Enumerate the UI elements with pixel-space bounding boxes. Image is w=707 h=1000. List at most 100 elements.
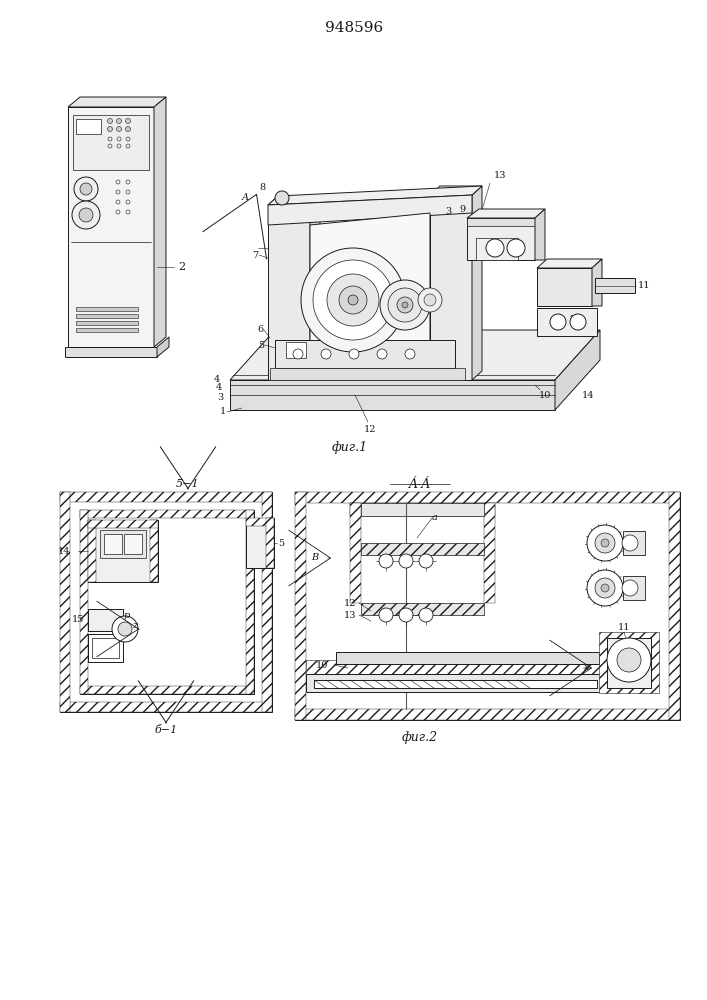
Circle shape — [321, 349, 331, 359]
Circle shape — [419, 554, 433, 568]
Circle shape — [377, 349, 387, 359]
Circle shape — [117, 118, 122, 123]
Text: 8: 8 — [259, 184, 265, 192]
Bar — [537, 308, 597, 336]
Circle shape — [601, 584, 609, 592]
Bar — [623, 531, 645, 555]
Text: 4: 4 — [214, 375, 220, 384]
Bar — [104, 534, 122, 554]
Text: 14: 14 — [582, 390, 595, 399]
Polygon shape — [68, 97, 166, 107]
Text: 5−1: 5−1 — [176, 479, 200, 489]
Circle shape — [339, 286, 367, 314]
Circle shape — [74, 177, 98, 201]
Bar — [306, 674, 629, 692]
Text: фиг.2: фиг.2 — [402, 732, 438, 744]
Polygon shape — [154, 97, 166, 347]
Text: фиг.1: фиг.1 — [332, 442, 368, 454]
Bar — [623, 576, 645, 600]
Circle shape — [622, 535, 638, 551]
Circle shape — [80, 183, 92, 195]
Circle shape — [118, 622, 132, 636]
Bar — [60, 492, 272, 712]
Polygon shape — [430, 186, 482, 195]
Bar — [350, 503, 495, 516]
Polygon shape — [555, 330, 600, 410]
Circle shape — [570, 314, 586, 330]
Bar — [60, 492, 70, 712]
Circle shape — [275, 191, 289, 205]
Circle shape — [112, 616, 138, 642]
Text: Á-Á: Á-Á — [409, 478, 431, 490]
Bar — [76, 307, 138, 311]
Circle shape — [419, 608, 433, 622]
Bar — [484, 503, 495, 603]
Polygon shape — [230, 380, 555, 410]
Circle shape — [617, 648, 641, 672]
Circle shape — [349, 349, 359, 359]
Bar — [88, 520, 96, 582]
Bar — [76, 314, 138, 318]
Circle shape — [72, 201, 100, 229]
Circle shape — [486, 239, 504, 257]
Bar — [361, 603, 484, 615]
Bar — [295, 492, 306, 720]
Polygon shape — [268, 186, 482, 205]
Text: 3: 3 — [445, 208, 451, 217]
Text: 9: 9 — [459, 206, 465, 215]
Bar — [295, 492, 680, 720]
Text: 12: 12 — [344, 598, 356, 607]
Circle shape — [79, 208, 93, 222]
Text: 12: 12 — [363, 426, 376, 434]
Bar — [266, 518, 274, 568]
Text: 5: 5 — [278, 538, 284, 548]
Bar — [246, 518, 274, 568]
Bar — [607, 638, 651, 688]
Text: B: B — [311, 554, 318, 562]
Bar — [467, 218, 535, 260]
Circle shape — [622, 580, 638, 596]
Text: 5: 5 — [258, 340, 264, 350]
Polygon shape — [268, 205, 310, 380]
Text: z: z — [132, 621, 138, 631]
Text: 11: 11 — [618, 624, 630, 633]
Bar — [275, 340, 455, 368]
Bar — [76, 328, 138, 332]
Bar — [60, 492, 272, 502]
Circle shape — [405, 349, 415, 359]
Circle shape — [397, 297, 413, 313]
Bar — [150, 520, 158, 582]
Text: x: x — [584, 664, 590, 672]
Text: 6: 6 — [257, 326, 263, 334]
Circle shape — [313, 260, 393, 340]
Bar — [336, 652, 599, 664]
Circle shape — [126, 118, 131, 123]
Bar — [467, 218, 535, 226]
Circle shape — [380, 280, 430, 330]
Text: p: p — [124, 611, 130, 620]
Bar — [76, 119, 101, 134]
Polygon shape — [430, 195, 472, 380]
Text: 3: 3 — [218, 393, 224, 402]
Bar — [270, 368, 465, 380]
Bar — [246, 510, 254, 694]
Bar — [537, 268, 592, 306]
Circle shape — [107, 118, 112, 123]
Bar — [88, 634, 123, 662]
Bar — [76, 321, 138, 325]
Text: 13: 13 — [493, 170, 506, 180]
Text: 10: 10 — [539, 390, 551, 399]
Bar — [350, 503, 361, 603]
Bar — [361, 503, 484, 516]
Polygon shape — [310, 196, 320, 380]
Text: a: a — [432, 514, 438, 522]
Bar — [80, 510, 254, 518]
Text: A: A — [242, 194, 248, 202]
Polygon shape — [472, 186, 482, 380]
Circle shape — [293, 349, 303, 359]
Circle shape — [601, 539, 609, 547]
Circle shape — [399, 608, 413, 622]
Bar — [88, 609, 123, 631]
Text: 2: 2 — [178, 262, 185, 272]
Bar — [88, 520, 158, 528]
